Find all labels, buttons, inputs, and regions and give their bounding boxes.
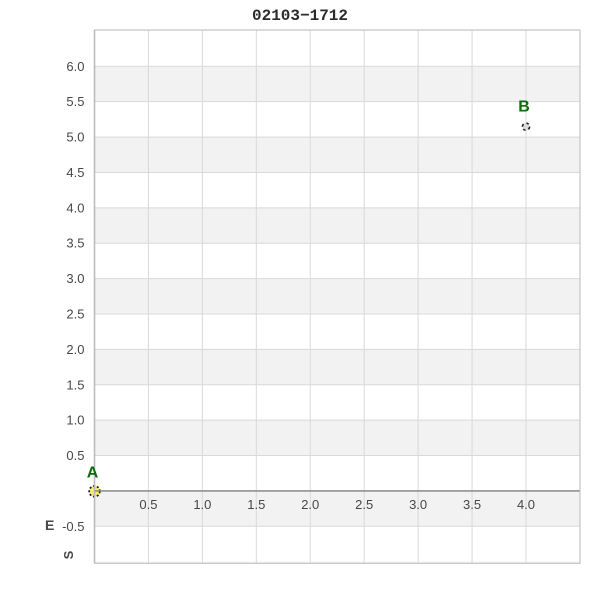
svg-text:-0.5: -0.5 [62, 519, 84, 534]
svg-text:E: E [45, 517, 54, 533]
svg-text:6.0: 6.0 [66, 59, 84, 74]
svg-text:2.5: 2.5 [66, 306, 84, 321]
svg-text:5.0: 5.0 [66, 130, 84, 145]
svg-text:2.0: 2.0 [301, 497, 319, 512]
svg-text:5.5: 5.5 [66, 94, 84, 109]
svg-text:3.5: 3.5 [66, 236, 84, 251]
svg-text:4.0: 4.0 [517, 497, 535, 512]
svg-text:1.5: 1.5 [247, 497, 265, 512]
svg-text:4.0: 4.0 [66, 200, 84, 215]
svg-text:2.5: 2.5 [355, 497, 373, 512]
svg-text:S: S [61, 550, 76, 559]
svg-text:0.5: 0.5 [139, 497, 157, 512]
svg-text:A: A [87, 465, 99, 482]
svg-text:2.0: 2.0 [66, 342, 84, 357]
svg-text:3.5: 3.5 [463, 497, 481, 512]
svg-text:1.0: 1.0 [66, 413, 84, 428]
svg-text:4.5: 4.5 [66, 165, 84, 180]
svg-text:0.5: 0.5 [66, 448, 84, 463]
svg-text:1.5: 1.5 [66, 377, 84, 392]
svg-text:3.0: 3.0 [66, 271, 84, 286]
svg-text:1.0: 1.0 [193, 497, 211, 512]
svg-text:B: B [518, 99, 530, 116]
svg-text:3.0: 3.0 [409, 497, 427, 512]
